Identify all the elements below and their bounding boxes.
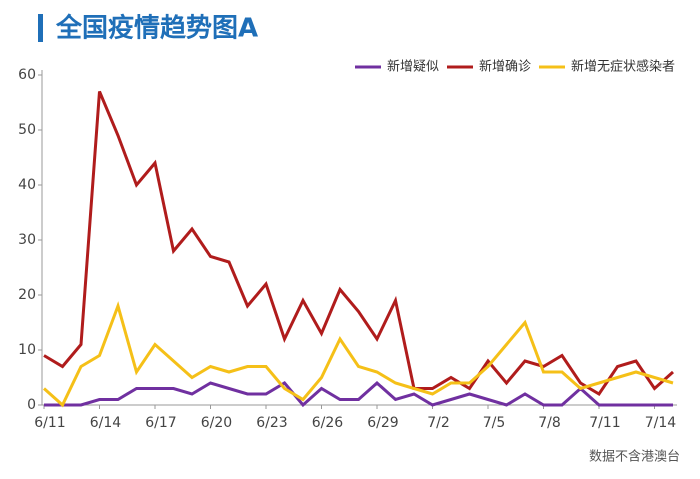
x-tick-label: 6/23 — [256, 415, 287, 431]
y-tick-label: 10 — [18, 342, 36, 358]
x-tick-label: 7/2 — [427, 415, 450, 431]
x-tick-label: 6/20 — [201, 415, 232, 431]
legend-label: 新增无症状感染者 — [571, 59, 675, 75]
x-tick-label: 6/14 — [90, 415, 122, 431]
legend-label: 新增疑似 — [387, 59, 439, 75]
series-line — [43, 90, 674, 397]
y-tick-label: 20 — [18, 287, 36, 303]
y-tick-label: 40 — [18, 177, 36, 193]
x-tick-label: 7/8 — [538, 415, 561, 431]
note: 数据不含港澳台 — [589, 449, 680, 465]
series-line — [43, 301, 674, 408]
chart-title: 全国疫情趋势图A — [55, 13, 258, 44]
title-bar — [38, 14, 43, 42]
y-tick-label: 0 — [27, 397, 36, 413]
y-tick-label: 50 — [18, 122, 36, 138]
x-tick-label: 6/29 — [367, 415, 398, 431]
y-tick-label: 60 — [18, 67, 36, 83]
series-line — [44, 380, 673, 408]
x-tick-label: 6/26 — [312, 415, 344, 431]
legend-label: 新增确诊 — [479, 59, 531, 75]
y-tick-label: 30 — [18, 232, 36, 248]
x-tick-label: 6/11 — [34, 415, 65, 431]
x-tick-label: 7/5 — [483, 415, 506, 431]
x-tick-label: 6/17 — [145, 415, 176, 431]
x-tick-label: 7/11 — [589, 415, 620, 431]
x-tick-label: 7/14 — [645, 415, 677, 431]
